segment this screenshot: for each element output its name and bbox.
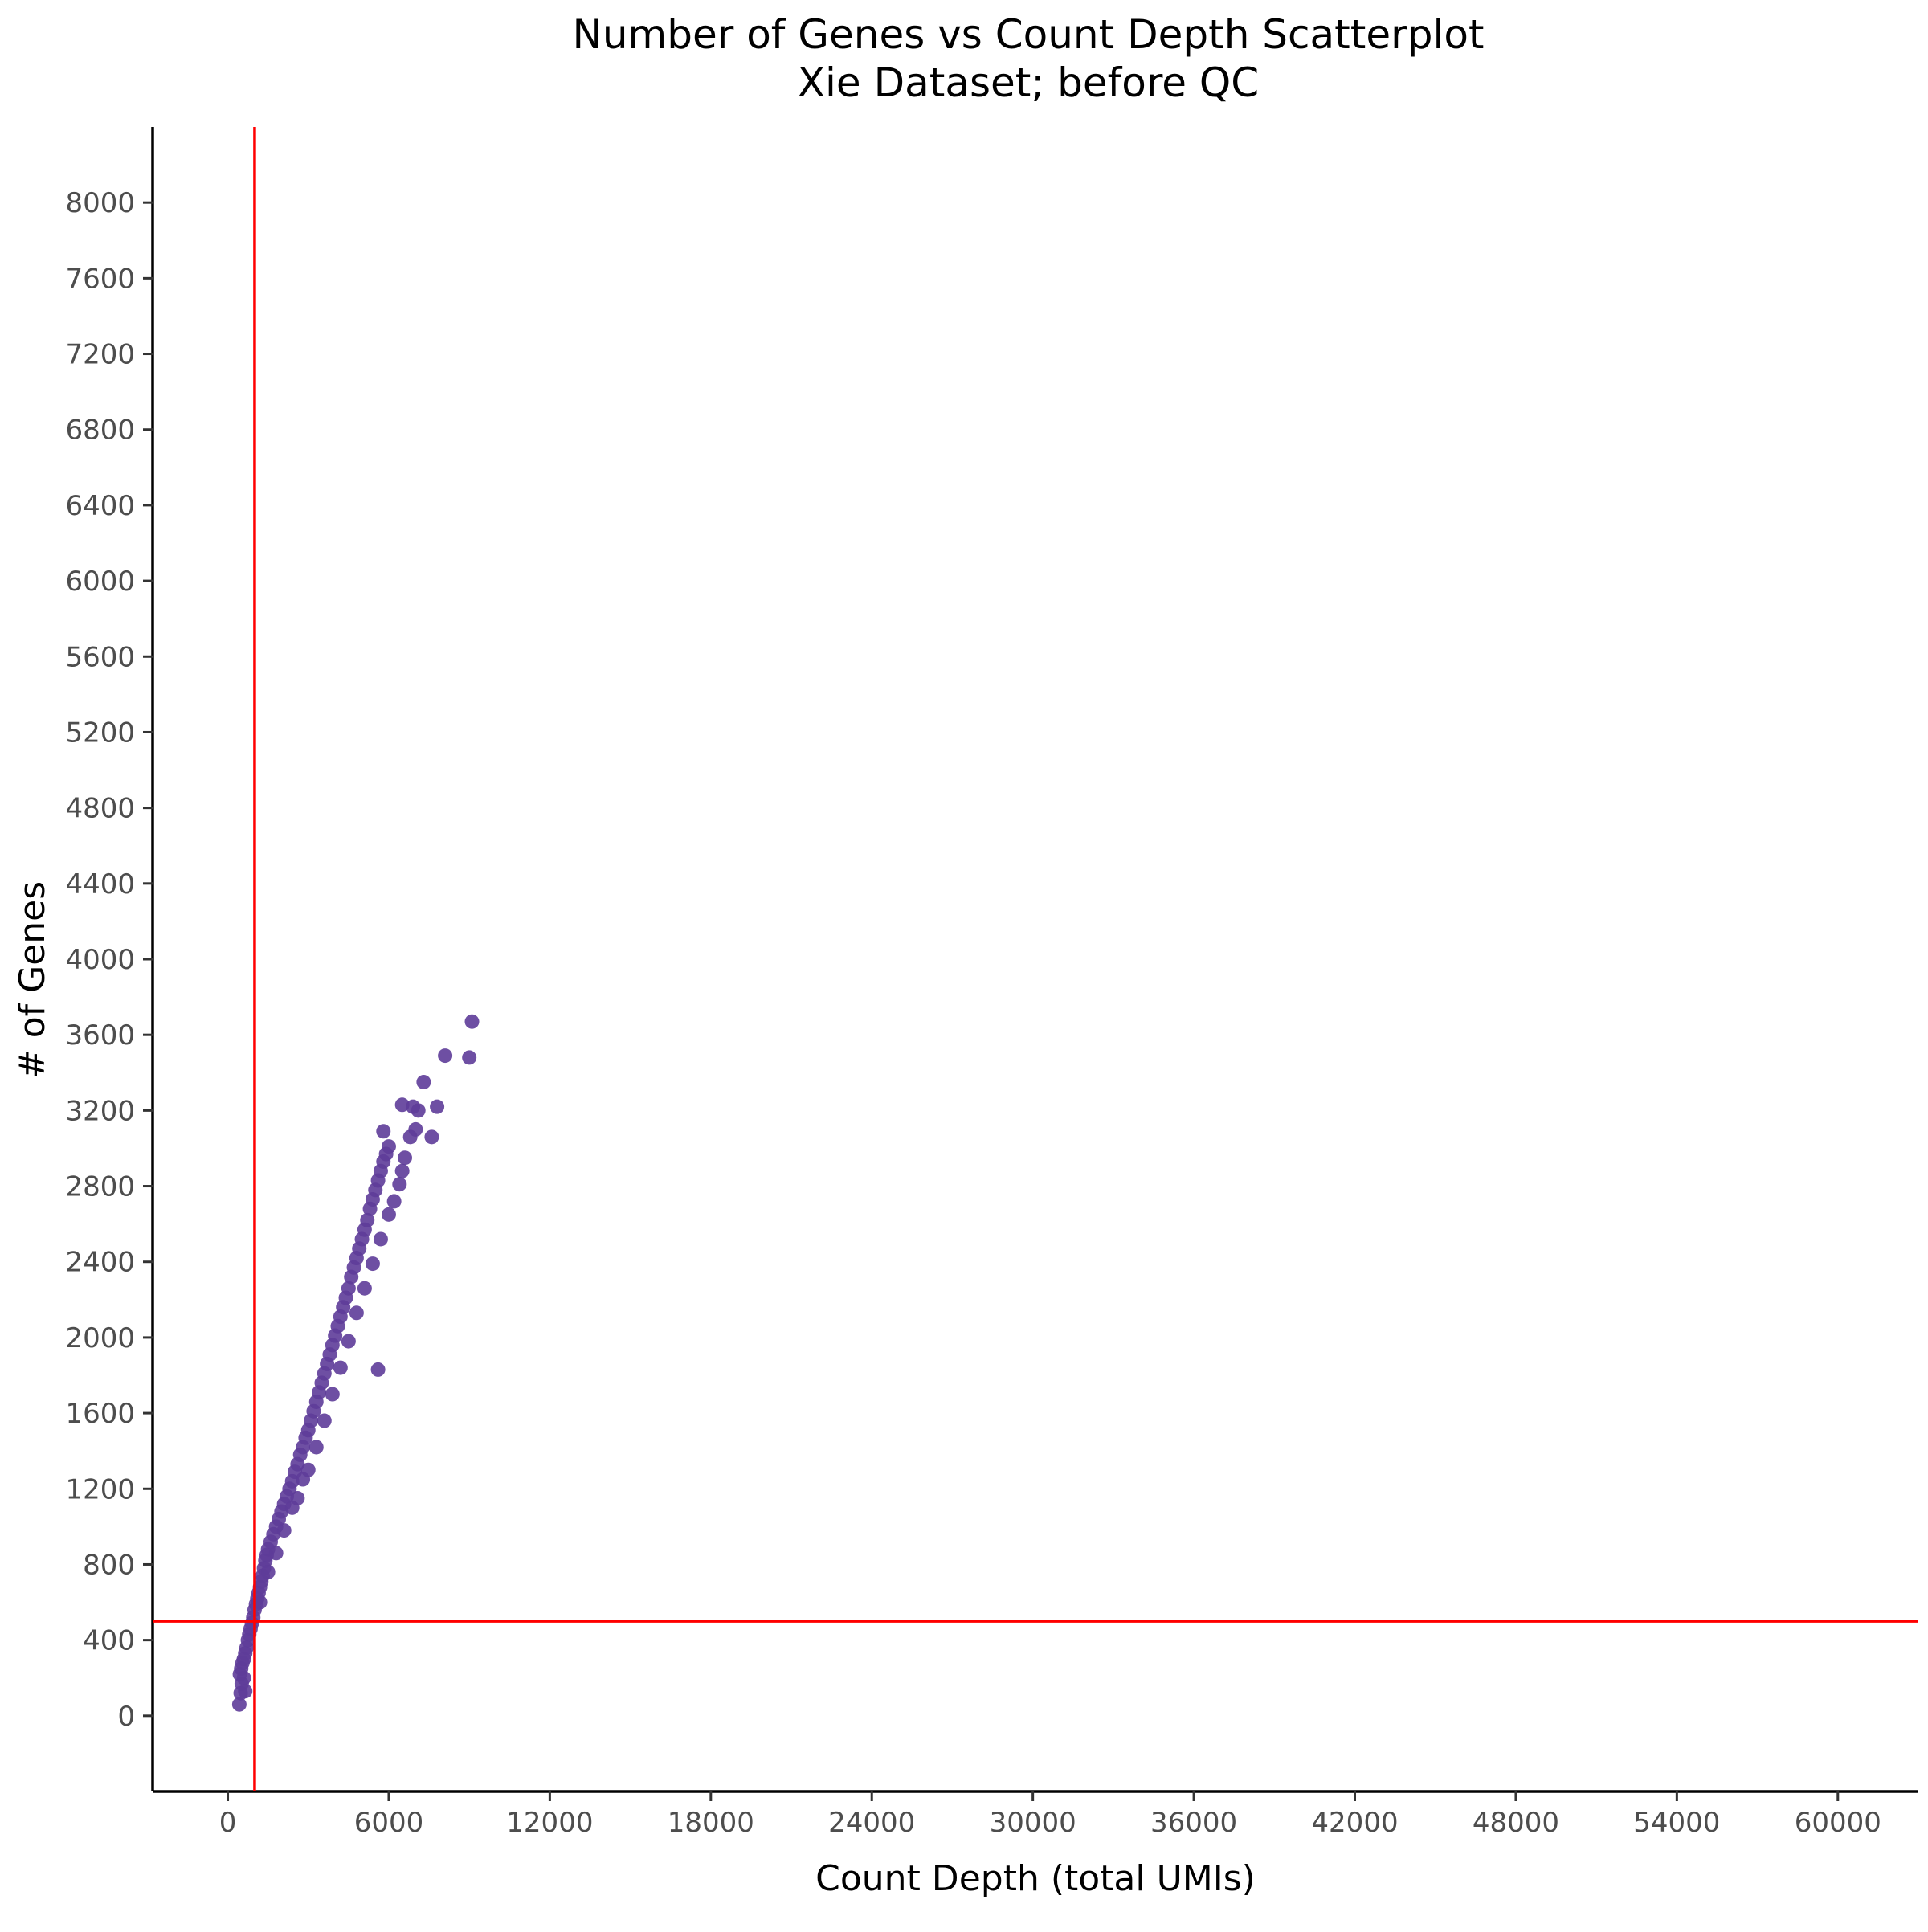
- data-point: [357, 1281, 372, 1296]
- data-point: [300, 1462, 316, 1477]
- y-tick-label: 1600: [65, 1398, 135, 1430]
- y-tick-label: 2800: [65, 1171, 135, 1203]
- chart-subtitle: Xie Dataset; before QC: [798, 59, 1259, 106]
- x-tick-label: 30000: [990, 1807, 1076, 1839]
- x-tick-label: 60000: [1795, 1807, 1881, 1839]
- data-point: [398, 1150, 412, 1166]
- data-point: [430, 1099, 445, 1114]
- x-tick-label: 0: [219, 1807, 237, 1839]
- data-points: [231, 1014, 480, 1712]
- data-point: [276, 1523, 292, 1538]
- data-point: [333, 1360, 348, 1375]
- chart-title: Number of Genes vs Count Depth Scatterpl…: [572, 11, 1484, 58]
- data-point: [416, 1075, 431, 1090]
- data-point: [290, 1491, 305, 1506]
- data-point: [386, 1194, 402, 1209]
- y-tick-label: 3200: [65, 1095, 135, 1127]
- y-tick-label: 400: [83, 1625, 135, 1657]
- data-point: [231, 1697, 247, 1712]
- y-tick-label: 6000: [65, 566, 135, 598]
- data-point: [373, 1231, 388, 1247]
- x-tick-label: 18000: [668, 1807, 754, 1839]
- x-axis-ticks: 0 6000 12000 18000 24000 30000 36000 42000 48000…: [219, 1791, 1881, 1839]
- x-tick-label: 42000: [1311, 1807, 1398, 1839]
- x-tick-label: 48000: [1473, 1807, 1559, 1839]
- y-tick-label: 7200: [65, 339, 135, 371]
- x-tick-label: 54000: [1633, 1807, 1720, 1839]
- y-tick-label: 6400: [65, 490, 135, 522]
- data-point: [462, 1050, 477, 1065]
- data-point: [360, 1212, 375, 1227]
- data-point: [268, 1546, 284, 1561]
- x-axis-title: Count Depth (total UMIs): [815, 1858, 1256, 1899]
- x-tick-label: 36000: [1150, 1807, 1237, 1839]
- data-point: [381, 1139, 396, 1154]
- data-point: [438, 1048, 453, 1064]
- data-point: [408, 1121, 423, 1137]
- y-tick-label: 2000: [65, 1322, 135, 1354]
- data-point: [424, 1129, 439, 1145]
- y-tick-label: 4400: [65, 868, 135, 901]
- data-point: [370, 1362, 386, 1377]
- data-point: [341, 1334, 356, 1349]
- data-point: [381, 1207, 396, 1222]
- y-axis-ticks: 0 400 800 1200 1600 2000 2400 2800 3200 3600 4000 4…: [65, 187, 153, 1733]
- y-tick-label: 800: [83, 1549, 135, 1581]
- data-point: [394, 1163, 410, 1178]
- y-tick-label: 7600: [65, 263, 135, 295]
- data-point: [317, 1413, 332, 1428]
- threshold-lines: [153, 127, 1918, 1791]
- data-point: [394, 1097, 410, 1113]
- y-tick-label: 5200: [65, 717, 135, 749]
- y-tick-label: 4800: [65, 793, 135, 825]
- y-tick-label: 4000: [65, 944, 135, 976]
- x-tick-label: 24000: [828, 1807, 915, 1839]
- data-point: [325, 1387, 340, 1402]
- data-point: [376, 1124, 391, 1139]
- data-point: [365, 1256, 380, 1272]
- y-tick-label: 1200: [65, 1473, 135, 1505]
- y-tick-label: 2400: [65, 1247, 135, 1279]
- y-tick-label: 3600: [65, 1019, 135, 1052]
- data-point: [308, 1440, 324, 1455]
- data-point: [406, 1099, 421, 1114]
- y-tick-label: 5600: [65, 641, 135, 673]
- y-axis-title: # of Genes: [12, 881, 53, 1079]
- data-point: [349, 1305, 364, 1321]
- y-tick-label: 8000: [65, 187, 135, 219]
- data-point: [260, 1564, 276, 1579]
- x-tick-label: 12000: [506, 1807, 593, 1839]
- y-tick-label: 6800: [65, 415, 135, 447]
- data-point: [252, 1595, 268, 1610]
- data-point: [341, 1281, 356, 1296]
- data-point: [464, 1014, 480, 1029]
- data-point: [392, 1177, 407, 1192]
- y-tick-label: 0: [117, 1701, 135, 1733]
- x-tick-label: 6000: [354, 1807, 424, 1839]
